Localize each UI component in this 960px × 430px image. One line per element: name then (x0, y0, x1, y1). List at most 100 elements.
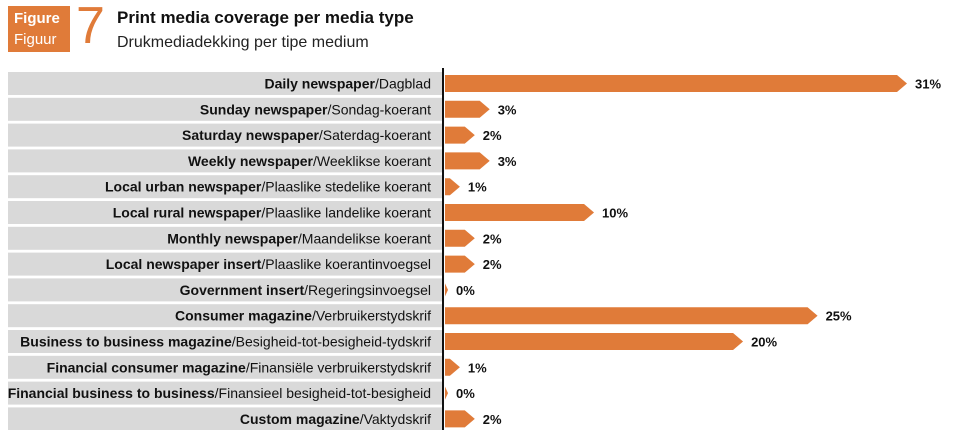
value-label: 2% (483, 231, 502, 246)
category-label-bg (8, 381, 443, 405)
category-label-en: Financial business to business (8, 385, 215, 401)
category-label-af: /Weeklikse koerant (313, 153, 431, 169)
category-label-en: Consumer magazine (175, 308, 312, 324)
value-label: 20% (751, 335, 777, 350)
bar-row: Consumer magazine/Verbruikerstydskrif 25% (8, 304, 852, 328)
category-label: Local rural newspaper/Plaaslike landelik… (113, 205, 431, 221)
category-label: Saturday newspaper/Saterdag-koerant (182, 127, 431, 143)
value-label: 0% (456, 386, 475, 401)
category-label-bg (8, 407, 443, 430)
category-label-af: /Besigheid-tot-besigheid-tydskrif (232, 334, 431, 350)
value-label: 2% (483, 128, 502, 143)
bar-row: Local rural newspaper/Plaaslike landelik… (8, 201, 628, 224)
category-label: Sunday newspaper/Sondag-koerant (200, 101, 431, 117)
category-label-en: Local newspaper insert (106, 256, 262, 272)
figure-label-af: Figuur (14, 31, 57, 48)
category-label-af: /Dagblad (375, 76, 431, 92)
category-label-bg (8, 226, 443, 250)
bar-row: Custom magazine/Vaktydskrif 2% (8, 407, 502, 430)
value-label: 31% (915, 77, 941, 92)
value-label: 2% (483, 412, 502, 427)
bar (445, 255, 475, 273)
category-label: Daily newspaper/Dagblad (264, 76, 431, 92)
category-label-af: /Sondag-koerant (327, 101, 431, 117)
category-label-af: /Saterdag-koerant (319, 127, 431, 143)
category-label-af: /Finansieel besigheid-tot-besigheid (215, 385, 431, 401)
category-label-bg (8, 278, 443, 302)
category-label-en: Local rural newspaper (113, 205, 262, 221)
category-label-af: /Regeringsinvoegsel (304, 282, 431, 298)
bar (445, 386, 448, 400)
category-label-bg (8, 97, 443, 121)
category-label-af: /Maandelikse koerant (298, 230, 431, 246)
bar (445, 204, 595, 221)
category-label-af: /Plaaslike koerantinvoegsel (261, 256, 431, 272)
category-label-bg (8, 355, 443, 379)
category-label-en: Sunday newspaper (200, 101, 328, 117)
value-label: 10% (602, 206, 628, 221)
bar (445, 229, 475, 247)
category-label-en: Daily newspaper (264, 76, 375, 92)
category-label-bg (8, 149, 443, 173)
category-label: Weekly newspaper/Weeklikse koerant (188, 153, 431, 169)
value-label: 25% (826, 309, 852, 324)
category-label: Monthly newspaper/Maandelikse koerant (167, 230, 431, 246)
category-label-en: Weekly newspaper (188, 153, 314, 169)
category-label-af: /Finansiële verbruikerstydskrif (246, 359, 431, 375)
bar (445, 333, 744, 350)
category-label-bg (8, 123, 443, 147)
category-label-bg (8, 252, 443, 276)
bar-row: Saturday newspaper/Saterdag-koerant 2% (8, 123, 502, 147)
bar-row: Daily newspaper/Dagblad 31% (8, 72, 941, 95)
bar (445, 152, 490, 170)
bar (445, 410, 475, 428)
bar (445, 126, 475, 144)
bar-row: Monthly newspaper/Maandelikse koerant 2% (8, 226, 502, 250)
category-label-bg (8, 175, 443, 199)
bar-row: Local newspaper insert/Plaaslike koerant… (8, 252, 502, 276)
category-label-af: /Verbruikerstydskrif (312, 308, 431, 324)
category-label: Consumer magazine/Verbruikerstydskrif (175, 308, 431, 324)
bar-row: Sunday newspaper/Sondag-koerant 3% (8, 97, 517, 121)
bar (445, 178, 460, 196)
category-label: Financial consumer magazine/Finansiële v… (47, 359, 431, 375)
bar-row: Financial business to business/Finansiee… (8, 381, 475, 405)
value-label: 3% (498, 102, 517, 117)
chart-subtitle: Drukmediadekking per tipe medium (117, 34, 369, 51)
category-label: Local newspaper insert/Plaaslike koerant… (106, 256, 431, 272)
category-label-en: Monthly newspaper (167, 230, 298, 246)
bar (445, 358, 460, 376)
value-label: 2% (483, 257, 502, 272)
value-label: 3% (498, 154, 517, 169)
bar-row: Business to business magazine/Besigheid-… (8, 330, 778, 353)
bar-row: Local urban newspaper/Plaaslike stedelik… (8, 175, 487, 199)
category-label-af: /Plaaslike landelike koerant (261, 205, 431, 221)
category-label-en: Government insert (180, 282, 305, 298)
figure-label-en: Figure (14, 10, 60, 27)
category-label: Custom magazine/Vaktydskrif (240, 411, 431, 427)
category-label-af: /Vaktydskrif (360, 411, 431, 427)
category-label-bg (8, 201, 443, 224)
bar-row: Weekly newspaper/Weeklikse koerant 3% (8, 149, 517, 173)
category-label-en: Local urban newspaper (105, 179, 262, 195)
category-label-bg (8, 304, 443, 328)
figure-number: 7 (76, 0, 105, 55)
chart-title: Print media coverage per media type (117, 8, 414, 27)
category-label-bg (8, 330, 443, 353)
value-label: 1% (468, 360, 487, 375)
bar (445, 100, 490, 118)
category-label: Financial business to business/Finansiee… (8, 385, 431, 401)
category-label-en: Financial consumer magazine (47, 359, 246, 375)
bar (445, 283, 448, 297)
bar-row: Financial consumer magazine/Finansiële v… (8, 355, 487, 379)
category-label: Government insert/Regeringsinvoegsel (180, 282, 431, 298)
value-label: 0% (456, 283, 475, 298)
category-label-af: /Plaaslike stedelike koerant (261, 179, 431, 195)
category-label-en: Saturday newspaper (182, 127, 319, 143)
bar (445, 307, 818, 325)
category-label: Business to business magazine/Besigheid-… (20, 334, 431, 350)
category-label: Local urban newspaper/Plaaslike stedelik… (105, 179, 431, 195)
bar-row: Government insert/Regeringsinvoegsel 0% (8, 278, 475, 302)
bar (445, 75, 907, 92)
